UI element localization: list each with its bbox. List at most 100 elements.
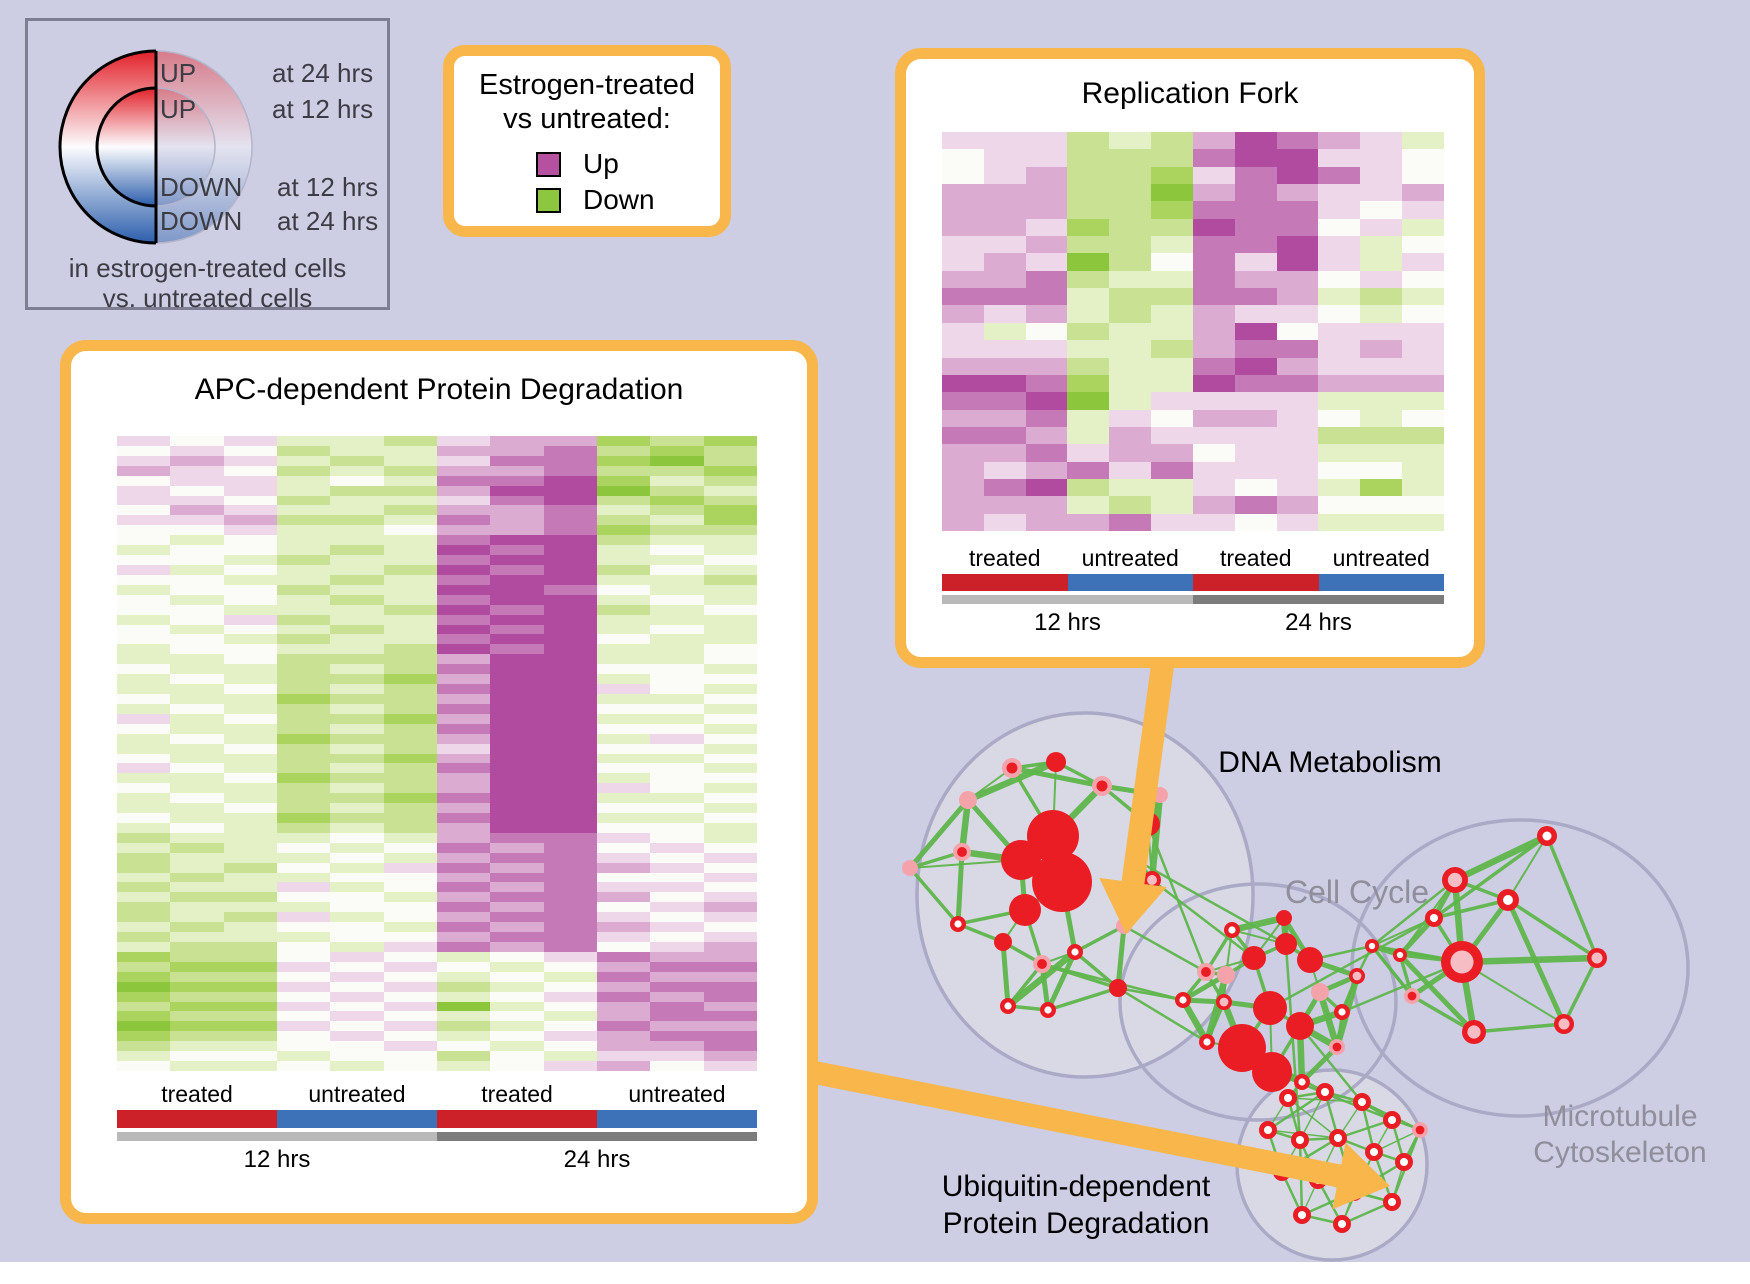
heatmap-cell: [490, 654, 544, 665]
heatmap-cell: [223, 436, 277, 446]
heatmap-cell: [490, 1001, 544, 1012]
heatmap-cell: [703, 961, 757, 972]
heatmap-cell: [1276, 236, 1319, 254]
heatmap-cell: [490, 555, 544, 565]
heatmap-cell: [650, 951, 704, 962]
heatmap-cell: [650, 892, 704, 903]
heatmap-cell: [383, 882, 437, 893]
heatmap-cell: [1151, 513, 1193, 531]
heatmap-cell: [223, 862, 277, 873]
heatmap-cell: [330, 485, 384, 496]
heatmap-cell: [117, 1001, 171, 1012]
replication-fork-heatmap: [942, 132, 1444, 531]
heatmap-cell: [1192, 461, 1235, 479]
heatmap-cell: [490, 783, 544, 794]
heatmap-cell: [650, 436, 704, 446]
heatmap-cell: [276, 1001, 331, 1012]
heatmap-cell: [650, 475, 704, 486]
heatmap-cell: [596, 495, 651, 506]
heatmap-cell: [436, 753, 491, 764]
ring-up-outer-label: UP: [160, 58, 197, 88]
heatmap-cell: [117, 485, 171, 496]
time-label: 24 hrs: [1285, 609, 1352, 636]
heatmap-cell: [117, 445, 171, 456]
heatmap-cell: [436, 465, 491, 476]
heatmap-cell: [436, 1021, 491, 1032]
heatmap-cell: [117, 773, 171, 784]
heatmap-cell: [383, 743, 437, 754]
heatmap-cell: [117, 961, 171, 972]
heatmap-cell: [490, 862, 544, 873]
heatmap-cell: [170, 902, 224, 913]
heatmap-cell: [1234, 444, 1277, 462]
heatmap-cell: [223, 763, 277, 774]
heatmap-cell: [596, 525, 651, 536]
heatmap-cell: [1276, 270, 1319, 289]
heatmap-cell: [223, 525, 277, 536]
time-label: 24 hrs: [563, 1146, 631, 1173]
heatmap-cell: [703, 753, 757, 764]
heatmap-cell: [596, 684, 651, 694]
heatmap-cell: [490, 445, 544, 456]
heatmap-cell: [983, 288, 1026, 306]
heatmap-cell: [276, 922, 331, 933]
heatmap-cell: [1192, 513, 1235, 531]
heatmap-cell: [1318, 288, 1361, 306]
heatmap-cell: [276, 693, 331, 704]
heatmap-cell: [436, 644, 491, 655]
heatmap-cell: [703, 1031, 757, 1042]
heatmap-cell: [703, 723, 757, 734]
heatmap-cell: [383, 822, 437, 833]
heatmap-cell: [1360, 478, 1403, 497]
heatmap-cell: [596, 743, 651, 754]
heatmap-cell: [1067, 461, 1110, 479]
heatmap-cell: [436, 1001, 491, 1012]
heatmap-cell: [650, 495, 704, 506]
heatmap-cell: [436, 971, 491, 982]
heatmap-cell: [543, 644, 597, 655]
heatmap-cell: [330, 981, 384, 992]
heatmap-cell: [1318, 149, 1361, 167]
heatmap-cell: [276, 614, 331, 625]
heatmap-cell: [703, 981, 757, 992]
heatmap-cell: [650, 753, 704, 764]
heatmap-cell: [223, 664, 277, 675]
heatmap-cell: [383, 832, 437, 843]
heatmap-cell: [276, 951, 331, 962]
ring-up-inner-label: UP: [160, 94, 197, 124]
treatment-bar: [1318, 574, 1444, 591]
replication-fork-treatment-bars: [942, 574, 1444, 591]
heatmap-cell: [170, 465, 224, 476]
heatmap-cell: [117, 564, 171, 575]
heatmap-cell: [1067, 184, 1110, 202]
heatmap-cell: [117, 574, 171, 585]
heatmap-cell: [276, 1021, 331, 1032]
heatmap-cell: [490, 475, 544, 486]
heatmap-cell: [703, 525, 757, 536]
heatmap-cell: [1151, 218, 1193, 237]
heatmap-cell: [490, 832, 544, 843]
heatmap-cell: [330, 564, 384, 575]
apc-time-labels: 12 hrs 24 hrs: [117, 1146, 757, 1174]
heatmap-cell: [490, 971, 544, 982]
heatmap-cell: [170, 604, 224, 615]
heatmap-cell: [1192, 184, 1235, 202]
heatmap-cell: [1234, 166, 1277, 185]
heatmap-cell: [703, 912, 757, 923]
heatmap-cell: [170, 515, 224, 526]
heatmap-cell: [490, 773, 544, 784]
heatmap-cell: [543, 892, 597, 903]
heatmap-cell: [117, 684, 171, 694]
heatmap-cell: [1067, 166, 1110, 185]
heatmap-cell: [117, 515, 171, 526]
heatmap-cell: [1402, 201, 1444, 219]
heatmap-cell: [383, 1001, 437, 1012]
heatmap-cell: [223, 713, 277, 724]
heatmap-cell: [543, 743, 597, 754]
heatmap-cell: [117, 525, 171, 536]
heatmap-cell: [223, 624, 277, 635]
heatmap-cell: [436, 505, 491, 516]
heatmap-cell: [490, 574, 544, 585]
heatmap-cell: [1234, 461, 1277, 479]
heatmap-cell: [983, 149, 1026, 167]
